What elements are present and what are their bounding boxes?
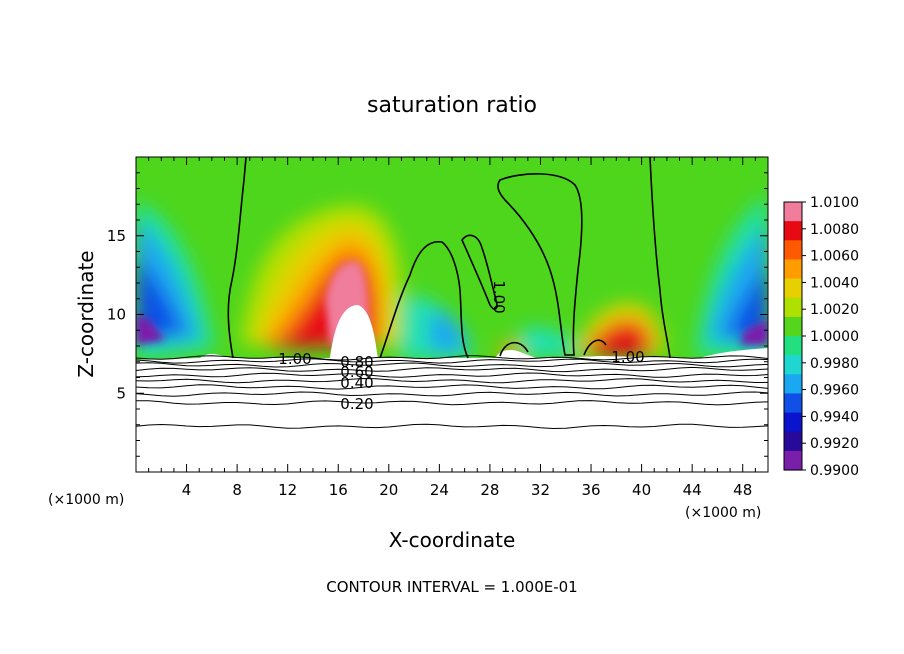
colorbar-swatch [784, 202, 802, 222]
colorbar-label: 0.9940 [810, 409, 859, 425]
contour-label: 0.80 [340, 353, 373, 371]
contour-labels: 1.00 0.800.600.40 0.20 1.00 1.00 [278, 280, 644, 413]
contour-line-upper [583, 339, 607, 356]
colorbar-label: 0.9900 [810, 463, 859, 479]
x-tick-label: 4 [182, 481, 192, 499]
colorbar-swatch [784, 431, 802, 452]
contour-line [136, 366, 768, 373]
contour-line [136, 400, 768, 406]
contour-line [136, 384, 768, 390]
colorbar-label: 1.0000 [810, 329, 859, 345]
colorbar-swatch [784, 240, 802, 261]
x-axis-title: X-coordinate [389, 528, 516, 552]
colorbar-swatch [784, 355, 802, 375]
contour-lines [136, 157, 768, 430]
colorbar-label: 0.9960 [810, 383, 859, 399]
x-unit-label-left: (×1000 m) [48, 492, 124, 508]
y-axis: 5 10 15 [107, 172, 768, 457]
chart-title: saturation ratio [367, 93, 537, 118]
x-tick-label: 40 [632, 481, 651, 499]
colorbar-swatch [784, 259, 802, 280]
x-tick-label: 20 [379, 481, 398, 499]
saturation-field [136, 157, 768, 472]
contour-label: 1.00 [278, 350, 311, 368]
colorbar-swatch [784, 316, 802, 337]
colorbar-swatch [784, 450, 802, 471]
contour-label: 1.00 [611, 348, 644, 366]
contour-line [136, 377, 768, 384]
contour-label: 0.40 [340, 374, 373, 392]
contour-line [136, 355, 768, 361]
x-tick-label: 24 [430, 481, 449, 499]
contour-label: 0.60 [340, 363, 373, 381]
colorbar-swatch [784, 221, 802, 241]
contour-label: 1.00 [490, 280, 508, 313]
colorbar-swatch [784, 374, 802, 395]
contour-line [136, 362, 768, 368]
contour-line-upper [499, 341, 529, 357]
x-tick-label: 48 [733, 481, 752, 499]
x-unit-label-right: (×1000 m) [685, 505, 761, 521]
x-tick-label: 36 [581, 481, 600, 499]
colorbar-label: 0.9980 [810, 356, 859, 372]
y-tick-label: 10 [107, 306, 126, 324]
contour-line-upper [497, 173, 583, 356]
x-tick-label: 16 [329, 481, 348, 499]
contour-label: 0.20 [340, 395, 373, 413]
contour-line-upper [379, 241, 469, 359]
contour-line [136, 391, 768, 397]
colorbar-swatch [784, 393, 802, 414]
colorbar-swatch [784, 336, 802, 356]
colorbar-swatch [784, 412, 802, 433]
subsaturated-region [136, 305, 768, 472]
contour-interval-note: CONTOUR INTERVAL = 1.000E-01 [326, 578, 577, 596]
colorbar: 1.0100 1.0080 1.0060 1.0040 1.0020 1.0000 0.99… [783, 195, 859, 479]
contour-line-upper [227, 157, 247, 359]
x-tick-label: 12 [278, 481, 297, 499]
contour-line [136, 423, 768, 430]
contour-line [136, 372, 768, 378]
x-tick-label: 8 [232, 481, 242, 499]
contour-line [136, 358, 768, 364]
x-axis: 4 8 12 16 20 24 28 32 36 40 44 48 [148, 157, 756, 499]
colorbar-swatch [784, 297, 802, 318]
colorbar-label: 1.0020 [810, 302, 859, 318]
x-tick-label: 44 [683, 481, 702, 499]
x-tick-label: 28 [480, 481, 499, 499]
contour-line-upper [461, 234, 498, 310]
colorbar-label: 1.0080 [810, 222, 859, 238]
y-tick-label: 5 [116, 384, 126, 402]
x-tick-label: 32 [531, 481, 550, 499]
colorbar-label: 1.0060 [810, 249, 859, 265]
colorbar-label: 1.0100 [810, 195, 859, 211]
y-tick-label: 15 [107, 227, 126, 245]
colorbar-swatch [784, 278, 802, 299]
colorbar-label: 0.9920 [810, 436, 859, 452]
contour-line-upper [649, 157, 671, 359]
y-axis-title: Z-coordinate [74, 250, 98, 377]
colorbar-label: 1.0040 [810, 275, 859, 291]
